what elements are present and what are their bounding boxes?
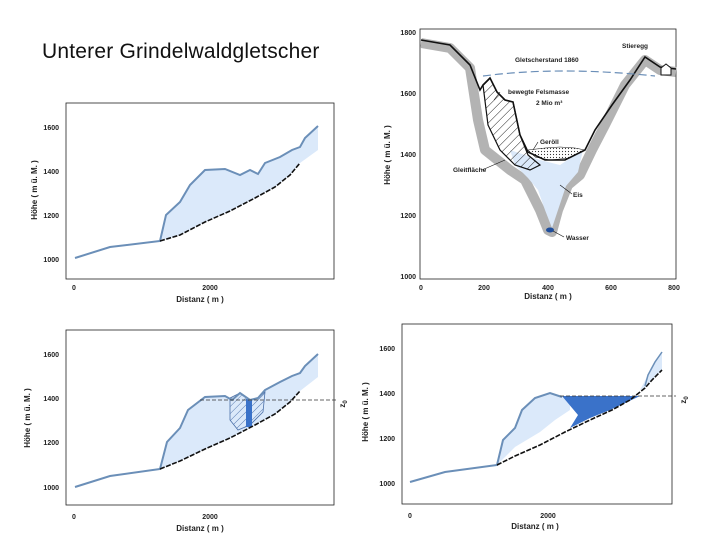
y-axis-label: Höhe ( m ü. M. )	[30, 160, 39, 220]
y-tick: 1200	[43, 440, 59, 447]
leader-line	[481, 159, 506, 171]
dammed-water-column	[246, 399, 252, 427]
valley-rock-outline	[420, 39, 677, 161]
y-tick: 1600	[379, 346, 395, 353]
x-axis-label: Distanz ( m )	[176, 524, 224, 533]
y-tick: 1400	[43, 396, 59, 403]
glacial-lake	[562, 396, 640, 428]
x-tick: 0	[72, 285, 76, 292]
label-slip-surface: Gleitfläche	[453, 167, 487, 174]
glacier-surface-line	[74, 353, 319, 488]
x-tick: 0	[408, 513, 412, 520]
y-axis-label: Höhe ( m ü. M. )	[383, 125, 392, 185]
y-tick: 1000	[43, 485, 59, 492]
y-tick: 1600	[43, 125, 59, 132]
y-tick: 1200	[379, 436, 395, 443]
z0-label: z0	[679, 396, 690, 404]
glacier-ice-area	[75, 126, 318, 258]
profile-bottom-right: z0 1600 1400 1200 1000 0 2000 Distanz ( …	[361, 323, 690, 531]
label-rock-mass: bewegte Felsmasse	[508, 89, 569, 96]
upper-glacier-line	[644, 351, 663, 387]
bedrock-line	[496, 369, 663, 466]
y-axis-label: Höhe ( m ü. M. )	[361, 382, 370, 442]
y-tick: 1800	[400, 30, 416, 37]
plot-frame	[401, 323, 673, 505]
y-tick: 1400	[43, 169, 59, 176]
plot-frame	[65, 102, 335, 280]
label-debris: Geröll	[540, 139, 559, 146]
z0-label: z0	[338, 400, 349, 408]
label-ice: Eis	[573, 192, 583, 199]
water-channel	[546, 227, 554, 233]
glacier-surface-line	[409, 391, 563, 483]
leader-line	[552, 230, 565, 238]
x-tick: 2000	[202, 285, 218, 292]
label-water: Wasser	[566, 235, 589, 242]
glacier-surface-line	[74, 125, 319, 259]
hut-icon	[660, 63, 672, 76]
label-glacier-level: Gletscherstand 1860	[515, 57, 579, 64]
x-tick: 0	[419, 285, 423, 292]
x-tick: 600	[605, 285, 617, 292]
x-tick: 2000	[202, 514, 218, 521]
cross-section: Stieregg Gletscherstand 1860 bewegte Fel…	[383, 28, 680, 301]
y-tick: 1000	[379, 481, 395, 488]
plot-frame	[65, 329, 335, 506]
glacier-ice-area	[75, 354, 318, 487]
y-tick: 1200	[43, 213, 59, 220]
plot-frame	[419, 28, 677, 280]
y-axis-label: Höhe ( m ü. M. )	[23, 388, 32, 448]
y-tick: 1000	[43, 257, 59, 264]
leader-line	[559, 184, 573, 195]
x-axis-label: Distanz ( m )	[524, 292, 572, 301]
label-stieregg: Stieregg	[622, 43, 648, 50]
profile-bottom-left: z0 1600 1400 1200 1000 0 2000 Distanz ( …	[23, 329, 349, 533]
leader-line	[493, 91, 501, 101]
y-tick: 1400	[400, 152, 416, 159]
x-axis-label: Distanz ( m )	[176, 295, 224, 304]
x-tick: 200	[478, 285, 490, 292]
bedrock-line	[159, 390, 301, 470]
x-tick: 800	[668, 285, 680, 292]
y-tick: 1400	[379, 391, 395, 398]
x-tick: 0	[72, 514, 76, 521]
glacier-ice-area	[410, 393, 570, 482]
label-volume: 2 Mio m³	[536, 100, 563, 107]
x-axis-label: Distanz ( m )	[511, 522, 559, 531]
y-tick: 1000	[400, 274, 416, 281]
y-tick: 1600	[400, 91, 416, 98]
x-tick: 400	[542, 285, 554, 292]
y-tick: 1200	[400, 213, 416, 220]
glacier-level-1860	[482, 70, 656, 77]
bedrock-line	[159, 162, 301, 242]
y-tick: 1600	[43, 352, 59, 359]
profile-top-left: 1600 1400 1200 1000 0 2000 Distanz ( m )…	[30, 102, 335, 304]
x-tick: 2000	[540, 513, 556, 520]
leader-line	[532, 141, 539, 151]
slide-title: Unterer Grindelwaldgletscher	[42, 40, 320, 63]
